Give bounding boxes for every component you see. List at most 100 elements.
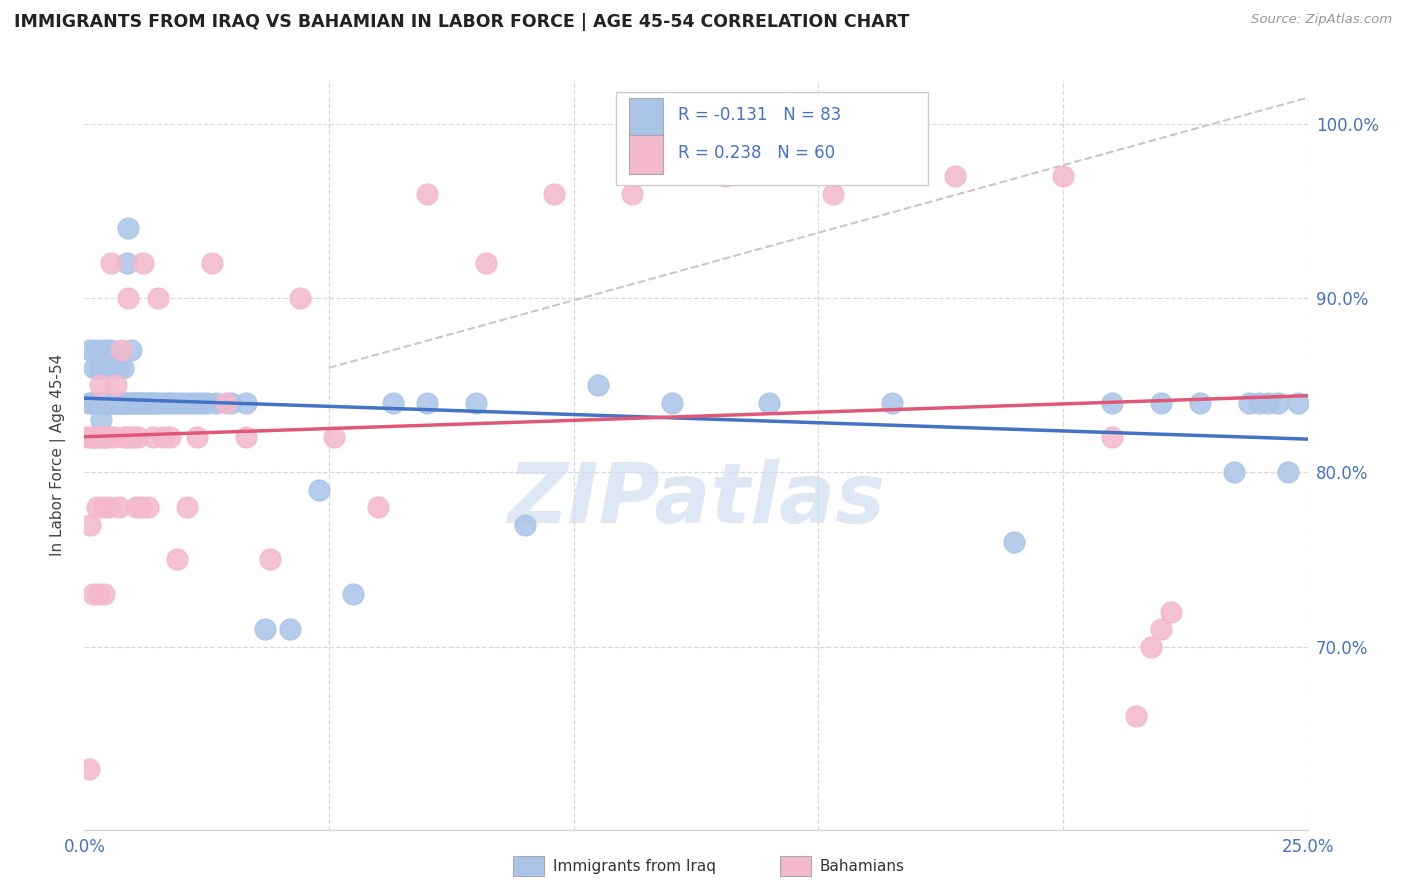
- Point: [98, 395, 121, 409]
- Point: [139, 395, 162, 409]
- Point: [90, 430, 112, 444]
- Point: [87, 587, 110, 601]
- Text: Bahamians: Bahamians: [820, 859, 904, 873]
- Point: [125, 395, 148, 409]
- Point: [1125, 709, 1147, 723]
- Point: [661, 395, 683, 409]
- Point: [142, 395, 165, 409]
- Point: [416, 395, 439, 409]
- Point: [191, 395, 214, 409]
- Point: [125, 500, 148, 515]
- Point: [84, 395, 107, 409]
- Point: [83, 430, 105, 444]
- Point: [162, 395, 184, 409]
- Point: [117, 221, 139, 235]
- Point: [181, 395, 204, 409]
- Point: [513, 517, 536, 532]
- Text: Immigrants from Iraq: Immigrants from Iraq: [553, 859, 716, 873]
- Point: [146, 395, 169, 409]
- Text: Source: ZipAtlas.com: Source: ZipAtlas.com: [1251, 13, 1392, 27]
- Point: [1002, 535, 1025, 549]
- Point: [176, 500, 198, 515]
- Point: [80, 395, 103, 409]
- Point: [195, 395, 218, 409]
- Point: [1052, 169, 1074, 183]
- Point: [136, 395, 159, 409]
- Point: [120, 343, 142, 358]
- Point: [143, 395, 166, 409]
- Point: [1267, 395, 1289, 409]
- Point: [135, 395, 157, 409]
- Point: [166, 395, 188, 409]
- Point: [100, 256, 122, 270]
- Point: [1286, 395, 1309, 409]
- Point: [91, 360, 114, 375]
- Point: [77, 395, 100, 409]
- Point: [821, 186, 844, 201]
- Point: [112, 430, 135, 444]
- Point: [77, 762, 100, 776]
- Point: [1150, 395, 1173, 409]
- Point: [176, 395, 198, 409]
- Point: [79, 343, 101, 358]
- Point: [1150, 622, 1173, 636]
- Point: [186, 430, 208, 444]
- Point: [120, 430, 142, 444]
- Point: [146, 291, 169, 305]
- Point: [543, 186, 565, 201]
- Point: [94, 343, 117, 358]
- Point: [100, 343, 122, 358]
- Point: [80, 430, 103, 444]
- Point: [82, 587, 104, 601]
- Point: [172, 395, 194, 409]
- Y-axis label: In Labor Force | Age 45-54: In Labor Force | Age 45-54: [49, 354, 66, 556]
- Point: [322, 430, 344, 444]
- Point: [714, 169, 737, 183]
- Point: [1247, 395, 1270, 409]
- Point: [129, 500, 152, 515]
- Point: [117, 256, 139, 270]
- Point: [97, 360, 120, 375]
- Point: [108, 395, 131, 409]
- Point: [1223, 466, 1246, 480]
- Point: [105, 378, 128, 392]
- Point: [103, 360, 125, 375]
- Point: [1277, 466, 1299, 480]
- Point: [107, 500, 129, 515]
- Point: [97, 430, 120, 444]
- Point: [586, 378, 609, 392]
- Point: [142, 430, 165, 444]
- Point: [97, 500, 120, 515]
- Text: IMMIGRANTS FROM IRAQ VS BAHAMIAN IN LABOR FORCE | AGE 45-54 CORRELATION CHART: IMMIGRANTS FROM IRAQ VS BAHAMIAN IN LABO…: [14, 13, 910, 31]
- FancyBboxPatch shape: [628, 97, 664, 136]
- Point: [86, 500, 108, 515]
- Point: [111, 360, 134, 375]
- Point: [186, 395, 208, 409]
- Point: [87, 430, 110, 444]
- Point: [82, 395, 104, 409]
- Point: [132, 256, 155, 270]
- Point: [1140, 640, 1163, 654]
- Point: [93, 395, 115, 409]
- Point: [104, 395, 127, 409]
- Point: [235, 430, 257, 444]
- Point: [112, 395, 135, 409]
- Point: [621, 186, 644, 201]
- Point: [1237, 395, 1260, 409]
- Point: [90, 413, 112, 427]
- Point: [101, 395, 124, 409]
- Point: [121, 395, 143, 409]
- Point: [127, 430, 149, 444]
- Point: [254, 622, 277, 636]
- Point: [115, 430, 138, 444]
- Point: [114, 395, 136, 409]
- Point: [1101, 430, 1123, 444]
- Point: [278, 622, 301, 636]
- Point: [1188, 395, 1211, 409]
- Point: [132, 395, 155, 409]
- Point: [96, 430, 118, 444]
- FancyBboxPatch shape: [616, 92, 928, 186]
- Point: [156, 395, 179, 409]
- Point: [79, 517, 101, 532]
- Point: [464, 395, 486, 409]
